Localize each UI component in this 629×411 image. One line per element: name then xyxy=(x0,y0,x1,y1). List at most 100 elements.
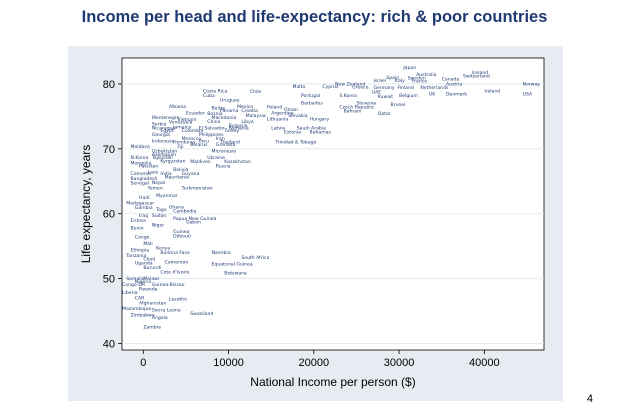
y-tick-label: 40 xyxy=(103,339,115,351)
data-point-label: Iraq xyxy=(139,213,148,219)
y-axis-label: Life expectancy, years xyxy=(79,145,93,264)
plot-area xyxy=(121,57,545,351)
data-point-label: Romania xyxy=(229,125,249,131)
data-point-label: Niger xyxy=(152,223,164,229)
data-point-label: Tanzania xyxy=(125,253,146,259)
data-point-label: Qatar xyxy=(378,111,391,117)
data-point-label: Bolivia xyxy=(173,167,189,173)
data-point-label: Barbados xyxy=(301,101,323,107)
data-point-label: Australia xyxy=(416,72,437,78)
data-point-label: Portugal xyxy=(301,93,320,99)
data-point-label: Benin xyxy=(131,225,144,231)
data-point-label: Ethiopia xyxy=(131,247,150,253)
data-point-label: Iceland xyxy=(472,70,489,76)
data-point-label: Maldives xyxy=(190,159,211,165)
data-point-label: India xyxy=(160,171,171,177)
data-point-label: Liberia xyxy=(122,290,138,296)
data-point-label: Libya xyxy=(241,119,253,125)
data-point-label: New Zealand xyxy=(335,81,365,87)
data-point-label: Iran xyxy=(216,136,225,142)
data-point-label: Zimbabwe xyxy=(131,312,155,318)
data-point-label: Angola xyxy=(152,315,168,321)
data-point-label: Indonesia xyxy=(152,138,174,144)
data-point-label: Bangladesh xyxy=(131,176,158,182)
data-point-label: Greece xyxy=(352,84,369,90)
data-point-label: Mongolia xyxy=(131,160,152,166)
data-point-label: Belize xyxy=(212,105,226,111)
data-point-label: Latvia xyxy=(271,125,285,131)
data-point-label: Slovenia xyxy=(356,101,376,107)
data-point-label: USA xyxy=(523,92,533,98)
data-point-label: Trinidad & Tobago xyxy=(274,140,316,146)
data-point-label: Senegal xyxy=(131,181,150,187)
data-point-label: Turkey xyxy=(223,128,239,134)
data-point-label: Morocco xyxy=(182,136,201,142)
data-point-label: Malaysia xyxy=(246,113,266,119)
data-point-label: Moldova xyxy=(131,144,150,150)
data-point-label: Cambodia xyxy=(173,208,196,214)
y-tick-label: 80 xyxy=(103,79,115,91)
data-point-label: Spain xyxy=(386,75,399,81)
data-point-label: Congo xyxy=(135,234,150,240)
data-point-label: Philippines xyxy=(199,132,224,138)
data-point-label: Gabon xyxy=(186,219,201,225)
data-point-label: Swaziland xyxy=(190,311,213,317)
data-point-label: El Salvador xyxy=(199,125,225,131)
data-point-label: Lesotho xyxy=(169,297,187,303)
data-point-label: Czech Republic xyxy=(339,105,374,111)
data-point-label: Laos xyxy=(148,170,159,176)
points-layer: Japan Iceland Australia Switzerland Spain Swe… xyxy=(122,65,540,331)
data-point-label: Haiti xyxy=(139,195,150,201)
data-point-label: Ukraine xyxy=(207,155,225,161)
data-point-label: Chad xyxy=(143,256,155,262)
data-point-label: Slovakia xyxy=(288,113,307,119)
data-point-label: Panama xyxy=(220,108,239,114)
data-point-label: Uzbekistan xyxy=(152,149,177,155)
data-point-label: Burkina Faso xyxy=(160,250,190,256)
data-point-label: Thailand xyxy=(219,140,240,146)
data-point-label: Croatia xyxy=(241,108,258,114)
data-point-label: Norway xyxy=(523,81,541,87)
data-point-label: Micronesia xyxy=(212,149,237,155)
slide-title: Income per head and life-expectancy: ric… xyxy=(81,8,548,26)
data-point-label: Poland xyxy=(267,105,282,111)
data-point-label: Madagascar xyxy=(126,201,154,207)
data-point-label: Malta xyxy=(293,84,306,90)
data-point-label: Austria xyxy=(446,81,462,87)
data-point-label: Nigeria xyxy=(135,279,152,285)
data-point-label: Eritrea xyxy=(131,218,146,224)
data-point-label: Bosnia xyxy=(207,111,223,117)
data-point-label: Jamaica xyxy=(172,125,191,131)
data-point-label: Myanmar xyxy=(156,193,178,199)
y-tick-label: 50 xyxy=(103,274,115,286)
data-point-label: Brunei xyxy=(391,102,406,108)
data-point-label: Malawi xyxy=(143,276,159,282)
data-point-label: Montenegro xyxy=(152,115,180,121)
data-point-label: CAR xyxy=(135,295,145,301)
data-point-label: Denmark xyxy=(446,92,467,98)
data-point-label: Guinea xyxy=(173,229,189,235)
data-point-label: Azerbaijan xyxy=(152,152,176,158)
data-point-label: Papua New Guinea xyxy=(173,216,216,222)
data-point-label: Sudan xyxy=(152,213,167,219)
data-point-label: Kenya xyxy=(156,245,170,251)
data-point-label: Burundi xyxy=(143,265,161,271)
data-point-label: Congo-DR xyxy=(122,282,146,288)
data-point-label: Belarus xyxy=(190,142,208,148)
data-point-label: Uruguay xyxy=(220,97,240,103)
data-point-label: Bahamas xyxy=(310,129,332,135)
data-point-label: S.Korea xyxy=(339,93,357,99)
data-point-label: Costa Rica xyxy=(203,88,227,94)
data-point-label: Somalia xyxy=(126,276,145,282)
data-point-label: Grenada xyxy=(216,142,236,148)
data-point-label: Italy xyxy=(395,78,405,84)
data-point-label: Kuwait xyxy=(378,94,394,100)
x-tick-label: 20000 xyxy=(299,357,330,369)
data-point-label: Mozambique xyxy=(122,306,151,312)
data-point-label: Nepal xyxy=(152,180,165,186)
data-point-label: Mali xyxy=(143,241,152,247)
data-point-label: Israel xyxy=(373,78,386,84)
data-point-label: Argentina xyxy=(271,110,294,116)
data-point-label: Fiji xyxy=(177,144,183,150)
data-point-label: Zambia xyxy=(143,325,161,331)
